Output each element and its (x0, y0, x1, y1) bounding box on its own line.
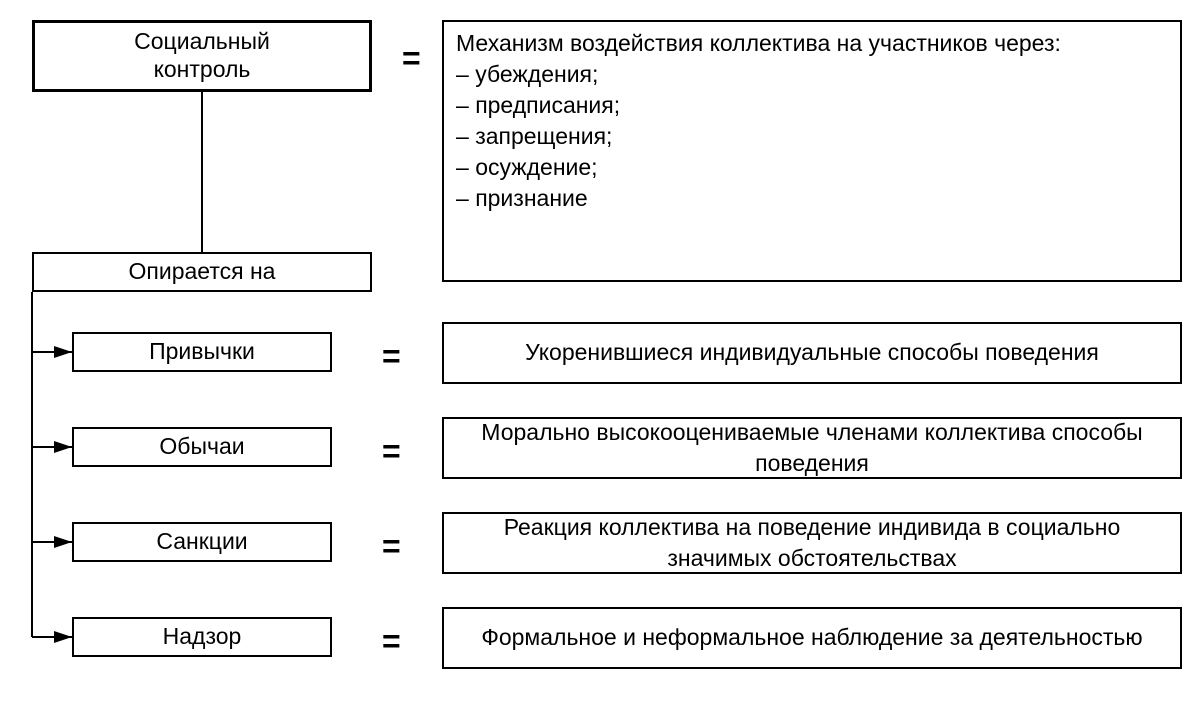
node-supervision-label: Надзор (163, 623, 242, 651)
eq-2: = (382, 435, 401, 467)
node-sanctions: Санкции (72, 522, 332, 562)
definition-habits: Укоренившиеся индивидуальные способы пов… (442, 322, 1182, 384)
node-customs: Обычаи (72, 427, 332, 467)
diagram-canvas: Социальныйконтроль = Механизм воздействи… (12, 12, 1188, 694)
eq-3: = (382, 530, 401, 562)
node-customs-label: Обычаи (159, 433, 244, 461)
definition-root-bullets: – убеждения; – предписания; – запрещения… (456, 59, 1168, 214)
definition-sanctions: Реакция коллектива на поведение индивида… (442, 512, 1182, 574)
definition-root: Механизм воздействия коллектива на участ… (442, 20, 1182, 282)
node-relies-label: Опирается на (129, 258, 276, 286)
node-habits-label: Привычки (149, 338, 255, 366)
node-relies: Опирается на (32, 252, 372, 292)
bullet-item: – убеждения; (456, 59, 1168, 90)
definition-root-intro: Механизм воздействия коллектива на участ… (456, 28, 1168, 59)
definition-customs: Морально высокооцениваемые членами колле… (442, 417, 1182, 479)
definition-supervision: Формальное и неформальное наблюдение за … (442, 607, 1182, 669)
node-supervision: Надзор (72, 617, 332, 657)
node-habits: Привычки (72, 332, 332, 372)
node-root: Социальныйконтроль (32, 20, 372, 92)
bullet-item: – осуждение; (456, 152, 1168, 183)
node-root-label: Социальныйконтроль (134, 28, 270, 83)
bullet-item: – запрещения; (456, 121, 1168, 152)
bullet-item: – признание (456, 183, 1168, 214)
node-sanctions-label: Санкции (156, 528, 247, 556)
bullet-item: – предписания; (456, 90, 1168, 121)
eq-root: = (402, 42, 421, 74)
eq-1: = (382, 340, 401, 372)
eq-4: = (382, 625, 401, 657)
